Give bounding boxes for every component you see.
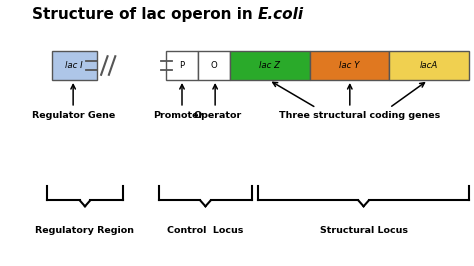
Text: lac Z: lac Z — [259, 61, 281, 70]
Text: Regulatory Region: Regulatory Region — [36, 226, 135, 235]
Text: lacA: lacA — [420, 61, 438, 70]
Text: E.coli: E.coli — [258, 7, 304, 22]
FancyBboxPatch shape — [390, 51, 469, 80]
Text: Three structural coding genes: Three structural coding genes — [279, 110, 440, 119]
FancyBboxPatch shape — [165, 51, 198, 80]
FancyBboxPatch shape — [310, 51, 390, 80]
Text: Structural Locus: Structural Locus — [319, 226, 408, 235]
FancyBboxPatch shape — [52, 51, 97, 80]
Text: Structure of lac operon in: Structure of lac operon in — [32, 7, 258, 22]
Text: O: O — [210, 61, 218, 70]
FancyBboxPatch shape — [230, 51, 310, 80]
Text: Promoter: Promoter — [154, 110, 204, 119]
Text: lac Y: lac Y — [339, 61, 360, 70]
Text: Control  Locus: Control Locus — [167, 226, 244, 235]
Text: P: P — [179, 61, 184, 70]
Text: lac I: lac I — [65, 61, 83, 70]
Text: Regulator Gene: Regulator Gene — [31, 110, 115, 119]
FancyBboxPatch shape — [198, 51, 230, 80]
Text: Operator: Operator — [193, 110, 241, 119]
